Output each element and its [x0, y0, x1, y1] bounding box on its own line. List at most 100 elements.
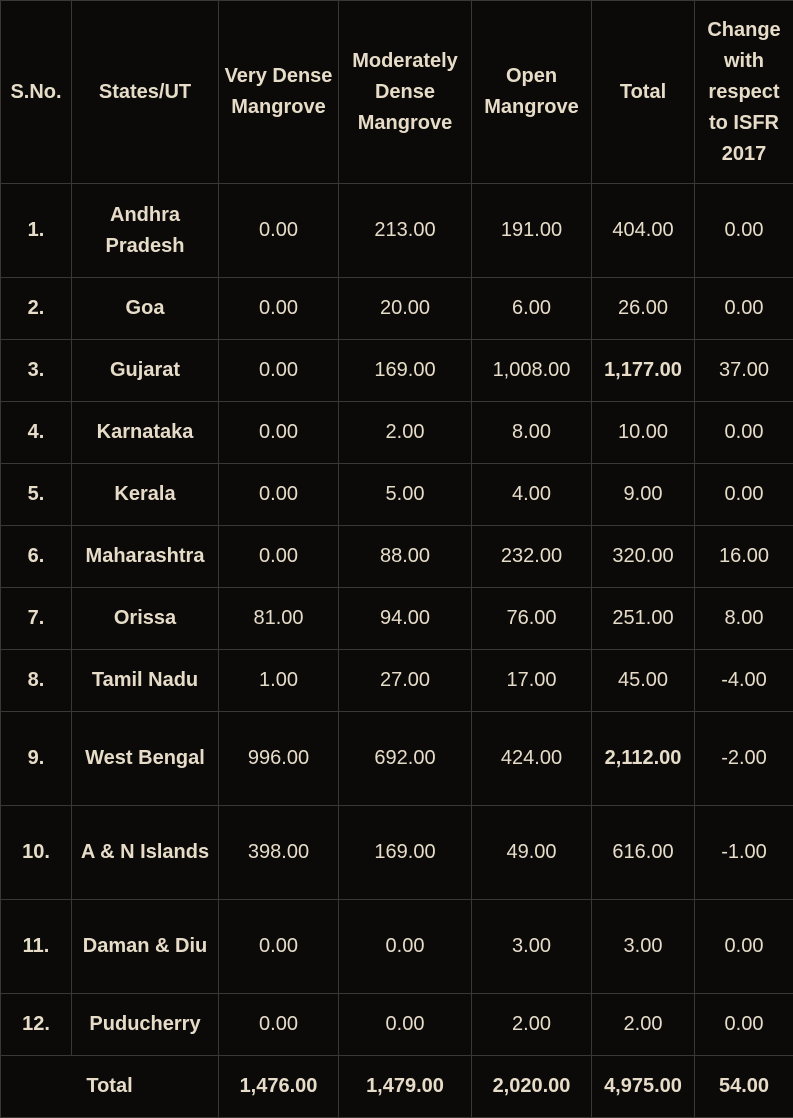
table-row: 5. Kerala 0.00 5.00 4.00 9.00 0.00	[1, 464, 793, 526]
cell-state: Orissa	[72, 588, 219, 650]
cell-very-dense: 0.00	[219, 340, 339, 402]
cell-total: 26.00	[592, 278, 695, 340]
cell-change: -4.00	[695, 650, 793, 712]
cell-total: 404.00	[592, 184, 695, 278]
cell-moderately-dense: 169.00	[339, 340, 472, 402]
cell-state: Tamil Nadu	[72, 650, 219, 712]
cell-change: -2.00	[695, 712, 793, 806]
table-header-row: S.No. States/UT Very Dense Mangrove Mode…	[1, 1, 793, 184]
cell-open: 191.00	[472, 184, 592, 278]
total-change: 54.00	[695, 1056, 793, 1118]
header-open: Open Mangrove	[472, 1, 592, 184]
table-row: 12. Puducherry 0.00 0.00 2.00 2.00 0.00	[1, 994, 793, 1056]
cell-sno: 11.	[1, 900, 72, 994]
header-total: Total	[592, 1, 695, 184]
cell-open: 6.00	[472, 278, 592, 340]
cell-change: 0.00	[695, 402, 793, 464]
cell-moderately-dense: 20.00	[339, 278, 472, 340]
cell-moderately-dense: 27.00	[339, 650, 472, 712]
cell-state: Andhra Pradesh	[72, 184, 219, 278]
cell-state: Goa	[72, 278, 219, 340]
cell-open: 2.00	[472, 994, 592, 1056]
cell-total: 9.00	[592, 464, 695, 526]
cell-total: 251.00	[592, 588, 695, 650]
cell-very-dense: 0.00	[219, 184, 339, 278]
header-state: States/UT	[72, 1, 219, 184]
cell-total: 320.00	[592, 526, 695, 588]
cell-open: 1,008.00	[472, 340, 592, 402]
total-open: 2,020.00	[472, 1056, 592, 1118]
cell-sno: 10.	[1, 806, 72, 900]
cell-sno: 8.	[1, 650, 72, 712]
table-row: 8. Tamil Nadu 1.00 27.00 17.00 45.00 -4.…	[1, 650, 793, 712]
cell-moderately-dense: 5.00	[339, 464, 472, 526]
cell-open: 17.00	[472, 650, 592, 712]
cell-sno: 6.	[1, 526, 72, 588]
table-row: 2. Goa 0.00 20.00 6.00 26.00 0.00	[1, 278, 793, 340]
cell-sno: 3.	[1, 340, 72, 402]
cell-state: Kerala	[72, 464, 219, 526]
cell-sno: 12.	[1, 994, 72, 1056]
cell-state: West Bengal	[72, 712, 219, 806]
cell-moderately-dense: 94.00	[339, 588, 472, 650]
cell-change: 37.00	[695, 340, 793, 402]
cell-total: 2.00	[592, 994, 695, 1056]
cell-very-dense: 0.00	[219, 526, 339, 588]
cell-moderately-dense: 2.00	[339, 402, 472, 464]
cell-total: 616.00	[592, 806, 695, 900]
cell-moderately-dense: 88.00	[339, 526, 472, 588]
cell-state: A & N Islands	[72, 806, 219, 900]
cell-sno: 4.	[1, 402, 72, 464]
cell-open: 76.00	[472, 588, 592, 650]
table-row: 4. Karnataka 0.00 2.00 8.00 10.00 0.00	[1, 402, 793, 464]
cell-change: 16.00	[695, 526, 793, 588]
header-very-dense: Very Dense Mangrove	[219, 1, 339, 184]
cell-open: 3.00	[472, 900, 592, 994]
total-moderately-dense: 1,479.00	[339, 1056, 472, 1118]
cell-very-dense: 81.00	[219, 588, 339, 650]
cell-total: 45.00	[592, 650, 695, 712]
cell-change: -1.00	[695, 806, 793, 900]
table-row: 7. Orissa 81.00 94.00 76.00 251.00 8.00	[1, 588, 793, 650]
total-total: 4,975.00	[592, 1056, 695, 1118]
cell-moderately-dense: 169.00	[339, 806, 472, 900]
cell-state: Puducherry	[72, 994, 219, 1056]
cell-total: 2,112.00	[592, 712, 695, 806]
cell-very-dense: 0.00	[219, 278, 339, 340]
cell-very-dense: 0.00	[219, 402, 339, 464]
cell-moderately-dense: 0.00	[339, 994, 472, 1056]
cell-change: 0.00	[695, 464, 793, 526]
cell-change: 0.00	[695, 184, 793, 278]
table-row: 9. West Bengal 996.00 692.00 424.00 2,11…	[1, 712, 793, 806]
table-row: 3. Gujarat 0.00 169.00 1,008.00 1,177.00…	[1, 340, 793, 402]
cell-very-dense: 0.00	[219, 994, 339, 1056]
total-label: Total	[1, 1056, 219, 1118]
table-row: 6. Maharashtra 0.00 88.00 232.00 320.00 …	[1, 526, 793, 588]
cell-open: 424.00	[472, 712, 592, 806]
cell-sno: 1.	[1, 184, 72, 278]
cell-moderately-dense: 0.00	[339, 900, 472, 994]
cell-state: Maharashtra	[72, 526, 219, 588]
cell-sno: 7.	[1, 588, 72, 650]
cell-open: 232.00	[472, 526, 592, 588]
cell-open: 8.00	[472, 402, 592, 464]
total-row: Total 1,476.00 1,479.00 2,020.00 4,975.0…	[1, 1056, 793, 1118]
cell-change: 0.00	[695, 994, 793, 1056]
table-row: 10. A & N Islands 398.00 169.00 49.00 61…	[1, 806, 793, 900]
cell-state: Karnataka	[72, 402, 219, 464]
cell-very-dense: 996.00	[219, 712, 339, 806]
header-change: Change with respect to ISFR 2017	[695, 1, 793, 184]
cell-sno: 9.	[1, 712, 72, 806]
cell-very-dense: 398.00	[219, 806, 339, 900]
cell-very-dense: 1.00	[219, 650, 339, 712]
cell-change: 0.00	[695, 278, 793, 340]
cell-sno: 2.	[1, 278, 72, 340]
cell-very-dense: 0.00	[219, 464, 339, 526]
cell-moderately-dense: 213.00	[339, 184, 472, 278]
cell-change: 8.00	[695, 588, 793, 650]
cell-very-dense: 0.00	[219, 900, 339, 994]
cell-state: Daman & Diu	[72, 900, 219, 994]
cell-open: 49.00	[472, 806, 592, 900]
cell-total: 10.00	[592, 402, 695, 464]
